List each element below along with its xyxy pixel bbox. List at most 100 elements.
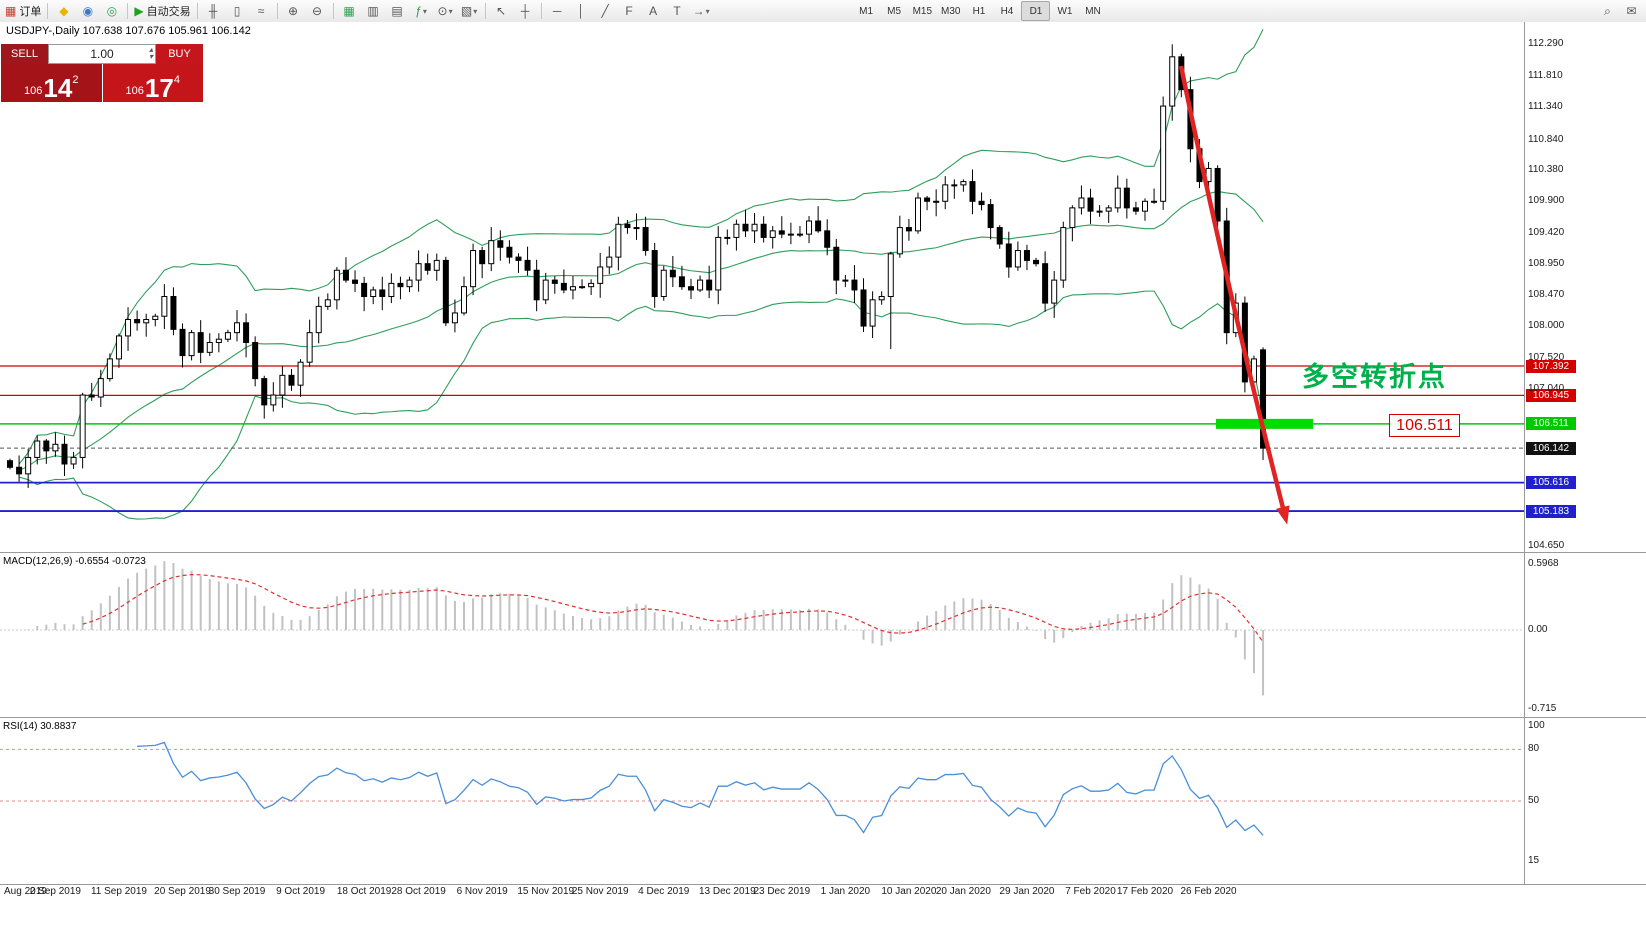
zoom-in-icon: ⊕ — [288, 4, 299, 18]
timeframe-w1-button[interactable]: W1 — [1057, 5, 1073, 17]
cursor-button[interactable]: ↖ — [490, 2, 513, 21]
macd-scale-label: -0.715 — [1528, 702, 1557, 714]
text-icon: A — [649, 4, 658, 18]
toolbar-separator — [47, 3, 49, 19]
sell-price[interactable]: 106 14 2 — [1, 64, 103, 102]
macd-label: MACD(12,26,9) -0.6554 -0.0723 — [3, 556, 146, 567]
fibonacci-button[interactable]: F — [618, 2, 641, 21]
timeframe-d1-button[interactable]: D1 — [1021, 1, 1051, 21]
price-callout[interactable]: 106.511 — [1389, 414, 1460, 437]
zoom-in-button[interactable]: ⊕ — [282, 2, 305, 21]
rsi-scale-label: 80 — [1528, 743, 1540, 755]
rsi-scale-label: 50 — [1528, 795, 1540, 806]
timeframe-h1-button[interactable]: H1 — [972, 5, 986, 17]
buy-price[interactable]: 106 17 4 — [102, 64, 203, 103]
timeframe-mn-button[interactable]: MN — [1085, 5, 1101, 17]
fibonacci-icon: F — [625, 4, 633, 18]
chat-button[interactable]: ✉ — [1620, 2, 1643, 21]
x-axis-label: 11 Sep 2019 — [90, 886, 147, 897]
x-axis-label: 29 Jan 2020 — [999, 886, 1055, 897]
sell-button[interactable]: SELL — [1, 44, 48, 64]
arrange-windows-icon: ▤ — [391, 4, 403, 18]
toolbar-separator — [276, 3, 278, 19]
timeframe-m1-button[interactable]: M1 — [859, 5, 874, 17]
turning-point-label[interactable]: 多空转折点 — [1302, 362, 1447, 392]
y-axis-tick: 108.470 — [1528, 289, 1565, 301]
vertical-line-button[interactable]: │ — [570, 2, 593, 21]
templates-icon: ▧ — [460, 4, 473, 18]
indicators-button[interactable]: ƒ ▾ — [410, 2, 433, 21]
favorites-button[interactable]: ◆ — [52, 2, 75, 21]
community-button[interactable]: ◎ — [100, 2, 123, 21]
x-axis-label: 17 Feb 2020 — [1116, 886, 1174, 897]
volume-input[interactable]: 1.00 ▴ ▾ — [48, 44, 156, 64]
x-axis-label: Aug 2019 — [4, 886, 47, 897]
timeframe-group: M1 M5 M15 M30 H1 H4 D1 W1 MN — [853, 1, 1107, 21]
toolbar-left-group: ▦ 订单 ◆ ◉ ◎ ▶ 自动交易 ╫ ▯ ≈ ⊕ ⊖ ▦ ▥ ▤ ƒ ▾ ⊙ ▾ ▧ ▾ ↖ ┼ ─ │ ╱ F A T → ▾ — [3, 2, 713, 21]
chart-title: USDJPY-,Daily 107.638 107.676 105.961 10… — [6, 25, 251, 37]
dropdown-caret-icon: ▾ — [422, 6, 427, 16]
y-axis-tick: 110.840 — [1528, 133, 1564, 145]
volume-down-icon[interactable]: ▾ — [148, 52, 153, 61]
macd-histogram — [27, 561, 1265, 696]
timeframe-h4-button[interactable]: H4 — [1000, 5, 1014, 17]
volume-stepper: ▴ ▾ — [148, 45, 153, 61]
x-axis-label: 20 Jan 2020 — [935, 886, 991, 897]
price-level-tag: 106.945 — [1526, 388, 1576, 402]
buy-button[interactable]: BUY — [156, 44, 203, 64]
x-axis-label: 25 Nov 2019 — [571, 886, 629, 897]
periods-icon: ⊙ — [437, 4, 448, 18]
toolbar: ▦ 订单 ◆ ◉ ◎ ▶ 自动交易 ╫ ▯ ≈ ⊕ ⊖ ▦ ▥ ▤ ƒ ▾ ⊙ ▾ ▧ ▾ ↖ ┼ ─ │ ╱ F A T → ▾ M1 M5… — [0, 0, 1646, 22]
tile-windows-button[interactable]: ▦ — [338, 2, 361, 21]
search-button[interactable]: ⌕ — [1596, 2, 1619, 21]
autotrading-label: 自动交易 — [146, 6, 191, 18]
templates-button[interactable]: ▧ ▾ — [458, 2, 481, 21]
community-icon: ◎ — [106, 4, 118, 18]
price-level-tag: 106.511 — [1526, 417, 1576, 431]
x-axis-label: 18 Oct 2019 — [336, 886, 392, 897]
candlestick-chart-icon: ▯ — [233, 4, 241, 18]
x-axis-label: 20 Sep 2019 — [154, 886, 211, 897]
highlight-bar[interactable] — [1216, 418, 1313, 429]
rsi-label: RSI(14) 30.8837 — [3, 721, 77, 732]
rsi-scale-label: 100 — [1528, 720, 1545, 731]
timeframe-m15-button[interactable]: M15 — [912, 5, 933, 17]
autotrading-button[interactable]: ▶ 自动交易 — [132, 2, 192, 21]
new-order-button[interactable]: ▦ 订单 — [3, 2, 43, 21]
periods-button[interactable]: ⊙ ▾ — [434, 2, 457, 21]
y-axis-tick: 107.520 — [1528, 351, 1565, 363]
support-icon: ◉ — [82, 4, 94, 18]
x-axis-label: 26 Feb 2020 — [1180, 886, 1237, 897]
volume-up-icon[interactable]: ▴ — [148, 45, 153, 54]
bar-chart-button[interactable]: ╫ — [202, 2, 225, 21]
zoom-out-button[interactable]: ⊖ — [306, 2, 329, 21]
line-chart-button[interactable]: ≈ — [250, 2, 273, 21]
support-button[interactable]: ◉ — [76, 2, 99, 21]
trendline-icon: ╱ — [601, 4, 609, 18]
arrange-windows-button[interactable]: ▤ — [386, 2, 409, 21]
crosshair-icon: ┼ — [520, 4, 530, 18]
cascade-windows-icon: ▥ — [367, 4, 379, 18]
sell-price-pips: 14 — [43, 73, 73, 103]
y-axis-tick: 111.810 — [1528, 69, 1563, 81]
text-button[interactable]: A — [642, 2, 665, 21]
timeframe-m30-button[interactable]: M30 — [941, 5, 961, 17]
timeframe-m5-button[interactable]: M5 — [887, 5, 902, 17]
y-axis-tick: 104.650 — [1528, 540, 1565, 552]
candlestick-chart-button[interactable]: ▯ — [226, 2, 249, 21]
crosshair-button[interactable]: ┼ — [514, 2, 537, 21]
x-axis-label: 23 Dec 2019 — [753, 886, 811, 897]
x-axis-label: 6 Nov 2019 — [456, 886, 508, 897]
horizontal-line-button[interactable]: ─ — [546, 2, 569, 21]
cascade-windows-button[interactable]: ▥ — [362, 2, 385, 21]
line-chart-icon: ≈ — [257, 4, 265, 18]
label-button[interactable]: T — [666, 2, 689, 21]
buy-price-pips: 17 — [144, 73, 174, 103]
x-axis-label: 10 Jan 2020 — [881, 886, 937, 897]
trend-arrow[interactable] — [1178, 65, 1287, 513]
trendline-button[interactable]: ╱ — [594, 2, 617, 21]
shapes-button[interactable]: → ▾ — [690, 2, 713, 21]
rsi-line — [137, 741, 1264, 836]
x-axis-label: 9 Oct 2019 — [276, 886, 326, 897]
